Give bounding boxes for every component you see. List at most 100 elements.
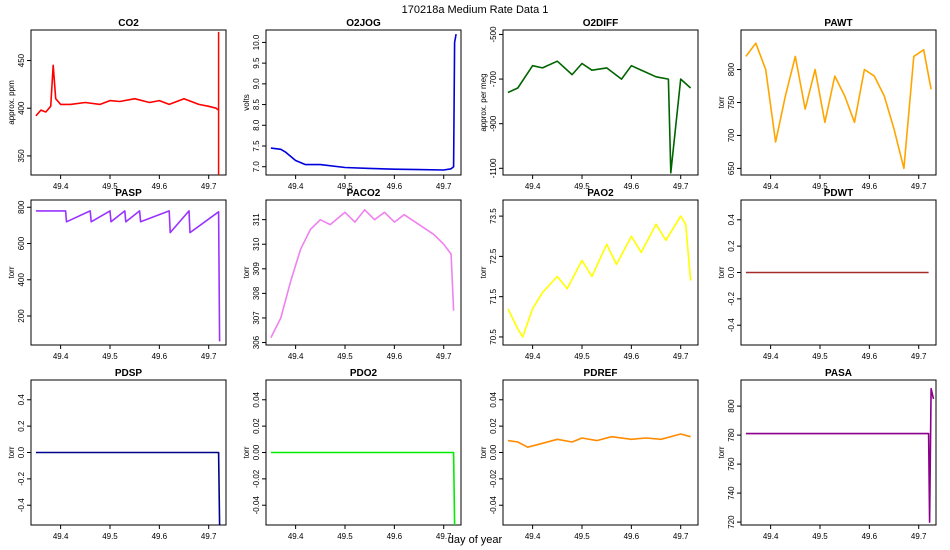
y-axis-label: torr bbox=[242, 266, 251, 278]
x-tick-label: 49.6 bbox=[152, 352, 168, 361]
y-tick-label: 8.5 bbox=[252, 98, 261, 110]
x-tick-label: 49.6 bbox=[862, 532, 878, 541]
y-tick-label: 800 bbox=[727, 399, 736, 413]
y-tick-label: 72.5 bbox=[489, 248, 498, 264]
x-tick-label: 49.7 bbox=[673, 182, 689, 191]
y-tick-label: 70.5 bbox=[489, 329, 498, 345]
x-tick-label: 49.6 bbox=[152, 182, 168, 191]
y-axis-label: approx. per meg bbox=[479, 73, 488, 131]
y-tick-label: 400 bbox=[17, 101, 26, 115]
y-tick-label: 200 bbox=[17, 309, 26, 323]
panel-title: PDSP bbox=[115, 368, 143, 379]
plot-frame bbox=[740, 379, 937, 526]
plot-frame bbox=[30, 199, 227, 346]
panel-title: PAWT bbox=[824, 18, 852, 29]
figure-title: 170218a Medium Rate Data 1 bbox=[402, 4, 549, 16]
series-line-pao2 bbox=[507, 215, 692, 338]
y-axis-label: torr bbox=[7, 446, 16, 458]
x-tick-label: 49.7 bbox=[201, 352, 217, 361]
x-tick-label: 49.7 bbox=[436, 532, 452, 541]
panel-pdo2: PDO2 49.4 49.5 49.6 49.7 -0.04 -0.02 0.00 0.02 0.… bbox=[242, 368, 462, 541]
series-line-co2 bbox=[35, 64, 220, 117]
y-tick-label: 306 bbox=[252, 335, 261, 349]
x-tick-label: 49.4 bbox=[288, 352, 304, 361]
x-tick-label: 49.7 bbox=[911, 532, 927, 541]
panel-title: O2DIFF bbox=[583, 18, 619, 29]
y-axis-label: torr bbox=[479, 446, 488, 458]
y-tick-label: 71.5 bbox=[489, 288, 498, 304]
x-tick-label: 49.4 bbox=[525, 352, 541, 361]
y-tick-label: -0.02 bbox=[489, 469, 498, 488]
y-axis-label: approx. ppm bbox=[7, 80, 16, 125]
x-tick-label: 49.6 bbox=[624, 352, 640, 361]
y-tick-label: 0.02 bbox=[489, 418, 498, 434]
y-axis-label: torr bbox=[717, 446, 726, 458]
y-tick-label: 0.0 bbox=[17, 446, 26, 458]
panel-pasa: PASA 49.4 49.5 49.6 49.7 720 740 760 780 800 torr bbox=[717, 368, 937, 541]
x-tick-label: 49.4 bbox=[53, 182, 69, 191]
plot-frame bbox=[502, 199, 699, 346]
y-tick-label: 750 bbox=[727, 95, 736, 109]
x-tick-label: 49.7 bbox=[436, 352, 452, 361]
y-axis-label: volts bbox=[242, 94, 251, 110]
y-tick-label: -0.04 bbox=[489, 496, 498, 515]
panel-co2: CO2 49.4 49.5 49.6 49.7 350 400 450 approx. ppm bbox=[7, 18, 227, 191]
y-tick-label: 0.00 bbox=[252, 444, 261, 460]
y-tick-label: 9.5 bbox=[252, 57, 261, 69]
y-tick-label: 10.0 bbox=[252, 34, 261, 50]
x-tick-label: 49.6 bbox=[862, 352, 878, 361]
y-tick-label: 0.00 bbox=[489, 444, 498, 460]
panel-title: PASP bbox=[115, 188, 142, 199]
series-line-paco2 bbox=[270, 209, 455, 338]
panel-title: CO2 bbox=[118, 18, 139, 29]
x-tick-label: 49.4 bbox=[288, 532, 304, 541]
x-tick-label: 49.5 bbox=[812, 182, 828, 191]
panel-pdsp: PDSP 49.4 49.5 49.6 49.7 -0.4 -0.2 0.0 0.2 0.4 tor… bbox=[7, 368, 227, 541]
panel-title: PACO2 bbox=[347, 188, 381, 199]
panel-title: PDREF bbox=[584, 368, 618, 379]
x-tick-label: 49.4 bbox=[525, 182, 541, 191]
panels: CO2 49.4 49.5 49.6 49.7 350 400 450 approx. ppm O… bbox=[7, 18, 937, 541]
y-axis-label: torr bbox=[479, 266, 488, 278]
y-tick-label: 8.0 bbox=[252, 119, 261, 131]
y-tick-label: 307 bbox=[252, 311, 261, 325]
panel-pdwt: PDWT 49.4 49.5 49.6 49.7 -0.4 -0.2 0.0 0.2 0.4 tor… bbox=[717, 188, 937, 361]
x-tick-label: 49.7 bbox=[673, 352, 689, 361]
x-tick-label: 49.4 bbox=[525, 532, 541, 541]
x-tick-label: 49.4 bbox=[763, 352, 779, 361]
y-tick-label: -1100 bbox=[489, 158, 498, 178]
y-tick-label: 309 bbox=[252, 262, 261, 276]
x-tick-label: 49.4 bbox=[763, 532, 779, 541]
y-tick-label: -500 bbox=[489, 26, 498, 43]
y-tick-label: 720 bbox=[727, 515, 736, 529]
x-tick-label: 49.4 bbox=[288, 182, 304, 191]
series-line-pdref bbox=[507, 433, 691, 449]
x-tick-label: 49.6 bbox=[862, 182, 878, 191]
panel-title: PDO2 bbox=[350, 368, 378, 379]
y-tick-label: 7.0 bbox=[252, 161, 261, 173]
plot-frame bbox=[502, 379, 699, 526]
x-tick-label: 49.6 bbox=[387, 352, 403, 361]
panel-pasp: PASP 49.4 49.5 49.6 49.7 200 400 600 800 torr bbox=[7, 188, 227, 361]
y-tick-label: 9.0 bbox=[252, 78, 261, 90]
y-tick-label: 800 bbox=[727, 62, 736, 76]
panel-title: O2JOG bbox=[346, 18, 381, 29]
y-tick-label: 0.04 bbox=[252, 391, 261, 407]
x-tick-label: 49.6 bbox=[152, 532, 168, 541]
x-tick-label: 49.5 bbox=[337, 352, 353, 361]
plot-frame bbox=[265, 199, 462, 346]
plot-frame bbox=[265, 29, 462, 176]
x-tick-label: 49.5 bbox=[102, 352, 118, 361]
x-tick-label: 49.4 bbox=[53, 532, 69, 541]
y-tick-label: 0.04 bbox=[489, 391, 498, 407]
x-tick-label: 49.5 bbox=[102, 182, 118, 191]
x-tick-label: 49.7 bbox=[436, 182, 452, 191]
y-tick-label: -0.4 bbox=[17, 498, 26, 512]
panel-pdref: PDREF 49.4 49.5 49.6 49.7 -0.04 -0.02 0.00 0.02 0… bbox=[479, 368, 699, 541]
series-line-pasa bbox=[745, 387, 935, 523]
panel-pawt: PAWT 49.4 49.5 49.6 49.7 650 700 750 800 torr bbox=[717, 18, 937, 191]
x-tick-label: 49.4 bbox=[53, 352, 69, 361]
panel-title: PASA bbox=[825, 368, 852, 379]
y-tick-label: 350 bbox=[17, 149, 26, 163]
y-tick-label: 780 bbox=[727, 428, 736, 442]
